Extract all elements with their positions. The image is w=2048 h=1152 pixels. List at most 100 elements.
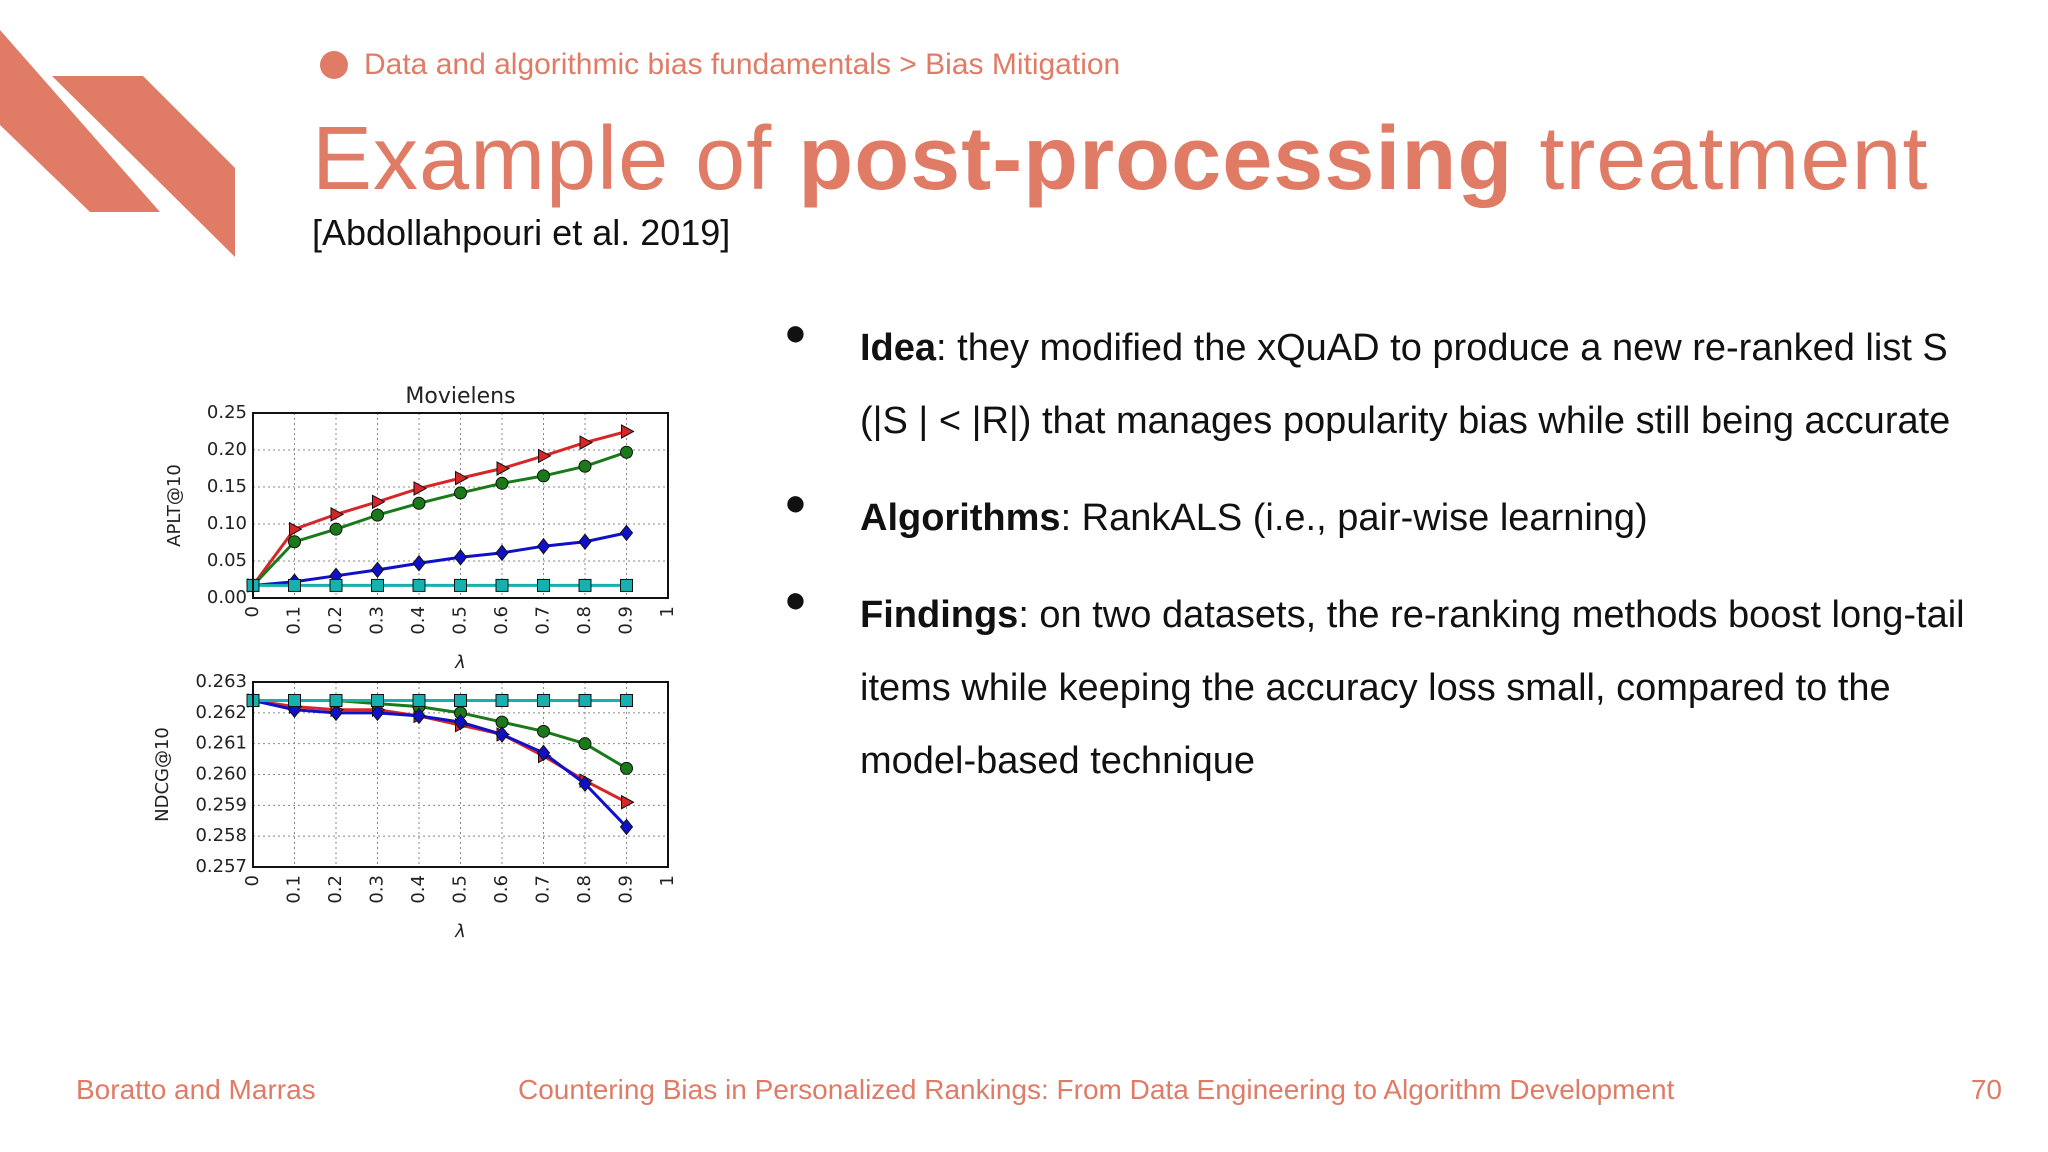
bullet-text: Idea: they modified the xQuAD to produce… [860,312,1980,458]
series-line [252,699,628,804]
data-point [412,496,426,510]
citation: [Abdollahpouri et al. 2019] [312,212,731,253]
data-point [495,476,509,490]
data-point [412,578,426,592]
corner-stripe-right [52,76,235,257]
data-point [329,522,343,536]
data-point [578,533,592,551]
x-tick-label: 1 [657,875,678,886]
data-point [289,521,303,537]
x-tick-label: 0.8 [574,875,595,904]
data-point [329,578,343,592]
data-point [288,694,301,707]
data-point [371,578,384,592]
plot-frame [252,681,669,868]
corner-stripe-left [0,30,160,212]
x-tick-label: 0.8 [574,606,595,635]
series-line [252,699,628,828]
data-point [578,775,592,793]
footer-course: Countering Bias in Personalized Rankings… [518,1074,1675,1105]
x-tick-label: 0.9 [616,875,637,904]
x-axis-label: λ [454,921,466,942]
breadcrumb-text: Data and algorithmic bias fundamentals >… [364,48,1121,81]
bullet-body: : RankALS (i.e., pair-wise learning) [1060,497,1648,539]
x-tick-label: 0.4 [408,875,429,904]
slide-title: Example of post-processing treatment [312,108,1929,211]
page-number: 70 [1970,1074,2002,1105]
y-tick-label: 0.263 [195,671,247,692]
x-tick-label: 0.7 [533,875,554,904]
bullet-term: Idea [860,327,937,369]
x-tick-label: 0.5 [450,606,471,635]
data-point [371,694,384,707]
data-point [620,445,633,459]
y-tick-label: 0.258 [195,825,247,846]
x-axis-label: λ [454,652,466,673]
y-tick-label: 0.260 [195,764,247,785]
series-circle [246,445,633,592]
x-tick-label: 0.6 [491,875,512,904]
data-point [620,694,633,707]
data-point [329,694,343,707]
data-point [578,737,592,751]
series-line [252,531,627,587]
data-point [412,707,426,725]
data-point [495,544,509,562]
series-line [251,450,627,587]
series-square [246,694,633,707]
data-point [536,744,551,762]
data-point [495,578,509,592]
bullet-body: : on two datasets, the re-ranking method… [860,594,1965,782]
corner-decoration [0,30,235,257]
data-point [537,724,550,738]
data-point [370,561,385,579]
data-point [329,704,343,722]
x-tick-label: 0.3 [367,875,388,904]
y-tick-label: 0.15 [207,476,247,497]
data-point [288,535,301,549]
footer-authors: Boratto and Marras [76,1074,316,1105]
plot-frame [252,412,669,599]
data-point [454,578,467,592]
line-charts: 0 0.1 0.2 0.3 0.4 0.5 0.6 0.7 0.8 0.9 1 0.00 0.05 0.1… [152,384,678,942]
y-tick-label: 0.25 [207,402,247,423]
series-diamond [246,692,634,836]
data-point [495,694,509,707]
y-tick-label: 0.05 [207,550,247,571]
x-tick-label: 0.2 [325,875,346,904]
data-point [454,694,467,707]
y-tick-label: 0.10 [207,513,247,534]
data-point [619,524,634,542]
data-point [579,435,594,450]
chart-2: 0 0.1 0.2 0.3 0.4 0.5 0.6 0.7 0.8 0.9 1 0.257 0.258 0… [152,671,678,942]
x-tick-label: 0 [242,606,263,617]
data-point [621,794,635,810]
data-point [453,548,468,566]
data-point [370,704,385,722]
series-line [251,430,627,587]
series-diamond [246,524,634,594]
y-tick-label: 0.262 [195,702,247,723]
bullet-algorithms: ● Algorithms: RankALS (i.e., pair-wise l… [780,482,1980,555]
x-tick-label: 0.9 [616,606,637,635]
data-point [619,818,634,836]
bullet-term: Algorithms [860,497,1061,539]
data-point [578,578,592,592]
data-point [620,761,633,775]
x-tick-label: 0.5 [450,875,471,904]
x-tick-label: 0.3 [367,606,388,635]
data-point [330,507,345,522]
chart-1: 0 0.1 0.2 0.3 0.4 0.5 0.6 0.7 0.8 0.9 1 0.00 0.05 0.1… [164,384,678,673]
data-point [537,694,550,707]
bullet-mark: ● [784,579,807,621]
data-point [288,578,301,592]
title-emphasis: post-processing [798,109,1514,209]
y-tick-label: 0.20 [207,439,247,460]
bullet-text: Algorithms: RankALS (i.e., pair-wise lea… [860,482,1648,555]
chart-title: Movielens [405,384,515,409]
data-point [454,486,467,500]
bullet-findings: ● Findings: on two datasets, the re-rank… [780,579,1980,798]
x-tick-label: 0.6 [491,606,512,635]
x-tick-label: 0.2 [325,606,346,635]
data-point [453,713,468,731]
